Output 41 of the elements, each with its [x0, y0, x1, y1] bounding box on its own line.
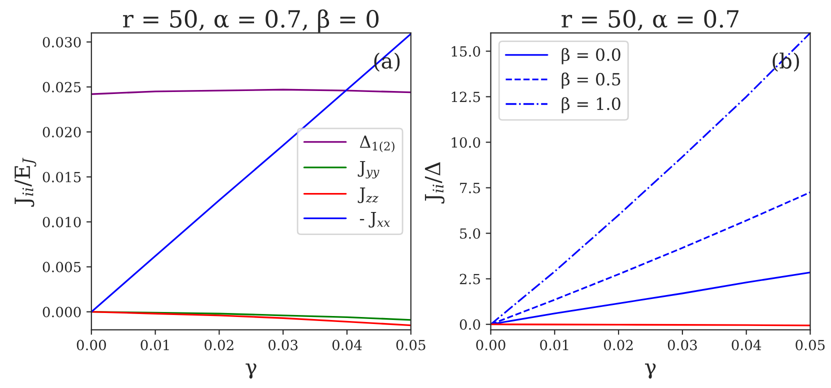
y-tick-label: 15.0 [452, 46, 480, 57]
y-tick-label: 0.025 [42, 82, 81, 92]
y-tick-label: 0.020 [42, 126, 81, 138]
legend-label: J$_{zz}$ [358, 187, 378, 204]
legend-label: β = 0.0 [562, 48, 620, 64]
legend-label: β = 0.5 [562, 72, 620, 89]
x-tick-label: 0.00 [476, 340, 506, 350]
y-tick-label: 0.030 [42, 36, 81, 48]
y-tick-label: 12.5 [452, 92, 480, 102]
y-tick-label: 0.000 [42, 306, 81, 318]
x-tick-label: 0.00 [76, 340, 106, 350]
legend-label: β = 1.0 [562, 97, 620, 114]
x-tick-label: 0.05 [396, 340, 426, 350]
legend-label: J$_{yy}$ [358, 161, 380, 178]
x-tick-label: 0.01 [540, 340, 568, 350]
x-tick-label: 0.03 [668, 340, 697, 350]
y-axis-title: J$_{ii}$/E$_{J}$ [14, 158, 36, 207]
x-axis-title: γ [246, 363, 256, 379]
line-series [91, 310, 411, 326]
x-tick-label: 0.04 [332, 340, 362, 350]
y-tick-label: 10.0 [452, 137, 480, 148]
x-tick-label: 0.03 [268, 340, 298, 350]
chart-title: r = 50, α = 0.7 [562, 10, 738, 31]
x-tick-label: 0.02 [604, 340, 633, 350]
y-tick-label: 0.010 [42, 216, 81, 228]
y-tick-label: 7.5 [460, 182, 480, 194]
y-tick-label: 0.0 [460, 319, 480, 330]
legend-label: Δ$_{1(2)}$ [360, 136, 394, 152]
y-axis-title: J$_{ii}$/Δ [424, 162, 444, 204]
annotation: (b) [772, 52, 799, 72]
chart-title: r = 50, α = 0.7, β = 0 [123, 9, 379, 32]
y-tick-label: 0.015 [42, 172, 81, 182]
y-tick-label: 5.0 [460, 228, 480, 239]
y-tick-label: 2.5 [460, 274, 480, 284]
x-tick-label: 0.02 [204, 340, 234, 350]
x-tick-label: 0.01 [140, 340, 169, 350]
x-tick-label: 0.04 [732, 340, 762, 350]
x-tick-label: 0.05 [796, 340, 825, 350]
x-axis-title: γ [645, 363, 656, 379]
y-tick-label: 0.005 [42, 262, 81, 272]
legend-label: - J$_{xx}$ [360, 212, 390, 228]
